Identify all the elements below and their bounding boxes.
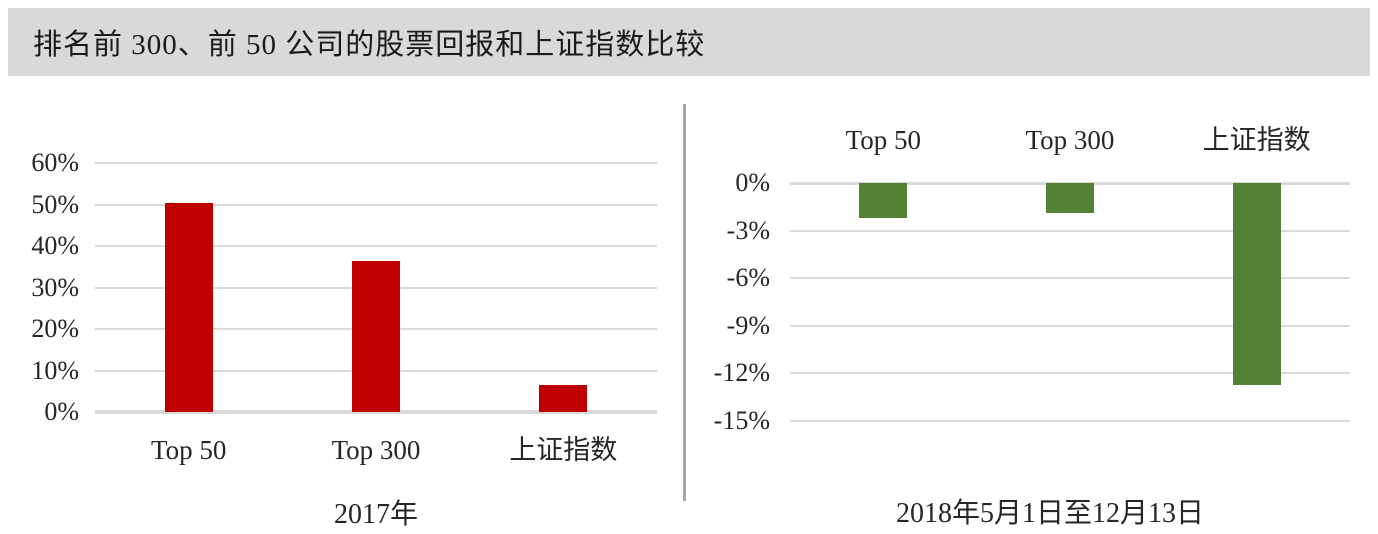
category-label-top-50: Top 50 [150,435,227,465]
y-axis-tick-label: -3% [726,215,770,245]
gridline [95,162,657,164]
gridline [790,229,1350,232]
chart-divider [683,104,686,501]
gridline [790,372,1350,375]
category-label-sse-index: 上证指数 [509,435,618,465]
y-axis-tick-label: 50% [31,189,79,219]
axis-title-2017: 2017年 [333,499,418,530]
gridline [790,324,1350,327]
y-axis-tick-label: 30% [31,272,79,302]
bar-sse-index [1232,183,1281,385]
y-axis-tick-label: 60% [31,148,79,177]
y-axis-tick-label: 0% [735,168,770,197]
category-label-sse-index: 上证指数 [1202,125,1311,155]
y-axis-tick-label: -9% [726,310,770,340]
gridline [95,245,657,247]
y-axis-tick-label: 10% [31,355,79,385]
axis-title-2018: 2018年5月1日至12月13日 [895,498,1204,529]
category-label-top-300: Top 300 [331,435,421,465]
gridline [95,203,657,206]
zero-gridline [95,410,657,414]
bar-top-50 [859,183,908,218]
y-axis-tick-label: 20% [31,314,79,343]
bar-top-300 [1046,183,1094,214]
category-label-top-300: Top 300 [1025,125,1115,155]
gridline [790,277,1350,280]
y-axis-tick-label: -15% [713,406,770,435]
y-axis-tick-label: 0% [44,397,79,426]
y-axis-tick-label: -6% [726,263,770,293]
bar-top-300 [352,260,400,412]
figure-title: 排名前 300、前 50 公司的股票回报和上证指数比较 [33,29,706,61]
y-axis-tick-label: 40% [31,231,79,260]
gridline [790,420,1350,422]
bar-top-50 [164,203,213,412]
figure-title-bar: 排名前 300、前 50 公司的股票回报和上证指数比较 [8,8,1370,76]
y-axis-tick-label: -12% [713,358,770,388]
bar-sse-index [539,384,588,412]
category-label-top-50: Top 50 [845,125,921,155]
